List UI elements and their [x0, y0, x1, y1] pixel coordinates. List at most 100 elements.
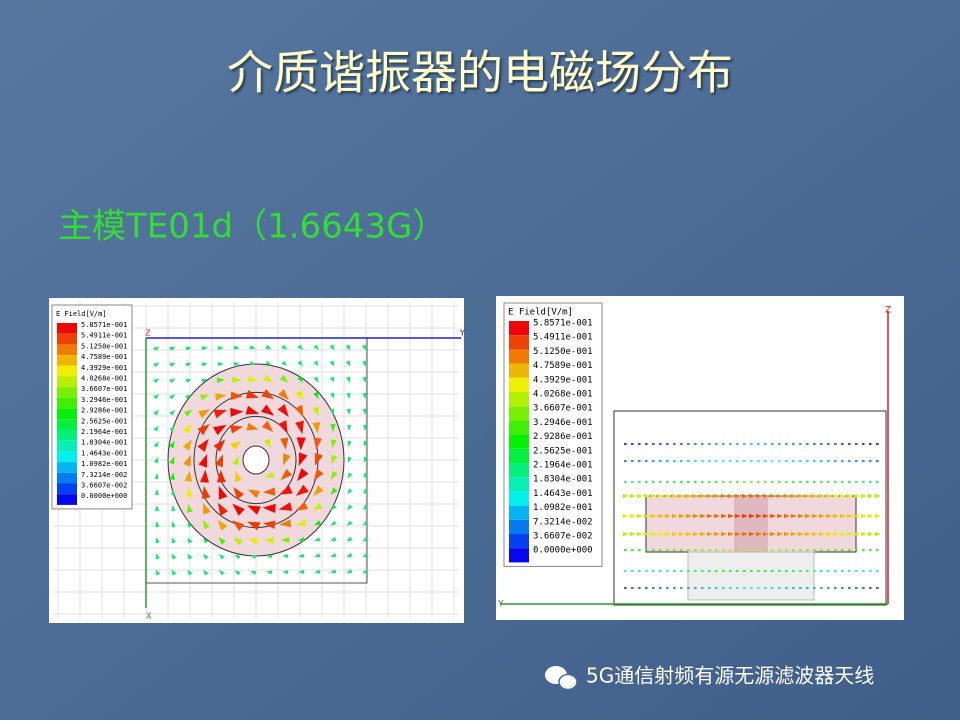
field-arrow	[314, 452, 324, 466]
field-arrow	[854, 513, 860, 519]
field-arrow	[799, 480, 803, 484]
field-arrow	[813, 586, 817, 590]
field-arrow	[764, 480, 768, 484]
field-arrow	[756, 493, 762, 499]
legend-label: 5.8571e-001	[81, 321, 127, 329]
field-arrow	[770, 493, 776, 499]
field-arrow	[217, 519, 228, 531]
field-arrow	[230, 391, 244, 400]
field-arrow	[827, 459, 831, 463]
field-arrow	[721, 513, 727, 519]
field-arrow	[784, 531, 790, 537]
field-arrow	[247, 521, 261, 531]
legend-label: 5.8571e-001	[533, 319, 593, 329]
field-arrow	[792, 569, 796, 573]
field-arrow	[848, 569, 852, 573]
legend-swatch	[509, 534, 529, 549]
field-arrow	[736, 459, 740, 463]
field-arrow	[170, 489, 176, 495]
field-arrow	[854, 493, 860, 499]
field-arrow	[347, 425, 352, 431]
field-arrow	[294, 404, 304, 418]
legend-label: 2.9286e-001	[81, 407, 127, 415]
legend-label: 5.4911e-001	[81, 332, 127, 340]
field-arrow	[346, 520, 353, 526]
field-arrow	[743, 480, 747, 484]
field-arrow	[735, 493, 741, 499]
field-arrow	[798, 513, 804, 519]
field-arrow	[362, 409, 367, 415]
field-arrow	[700, 531, 706, 537]
field-arrow	[153, 378, 160, 384]
field-arrow	[659, 480, 663, 484]
field-arrow	[232, 503, 245, 516]
field-arrow	[314, 569, 321, 574]
field-arrow	[313, 485, 324, 496]
field-arrow	[250, 554, 257, 559]
field-arrow	[281, 344, 288, 350]
field-arrow	[673, 548, 677, 552]
field-arrow	[155, 505, 160, 512]
field-arrow	[777, 513, 783, 519]
field-arrow	[624, 586, 628, 590]
field-arrow	[694, 442, 698, 446]
field-arrow	[679, 531, 685, 537]
field-arrow	[185, 487, 193, 498]
field-arrow	[665, 531, 671, 537]
field-arrow	[245, 390, 259, 399]
legend-label: 4.3929e-001	[533, 375, 593, 385]
field-arrow	[771, 459, 775, 463]
field-arrow	[701, 569, 705, 573]
field-arrow	[666, 548, 670, 552]
field-arrow	[201, 378, 208, 383]
field-arrow	[820, 480, 824, 484]
field-arrow	[651, 493, 657, 499]
legend-label: 0.0000e+000	[81, 492, 127, 500]
field-arrow	[624, 569, 628, 573]
field-arrow	[266, 570, 273, 575]
field-arrow	[652, 459, 656, 463]
field-arrow	[154, 473, 159, 480]
legend-swatch	[57, 451, 77, 463]
field-arrow	[631, 586, 635, 590]
field-arrow	[729, 569, 733, 573]
field-arrow	[346, 408, 351, 415]
field-arrow	[673, 459, 677, 463]
legend-swatch	[509, 477, 529, 492]
field-arrow	[792, 586, 796, 590]
field-arrow	[806, 459, 810, 463]
field-arrow	[203, 553, 209, 560]
legend-label: 1.0982e-001	[533, 503, 593, 513]
field-arrow	[742, 531, 748, 537]
field-arrow	[298, 553, 305, 558]
field-arrow	[624, 459, 628, 463]
field-arrow	[203, 569, 209, 576]
field-arrow	[658, 513, 664, 519]
field-arrow	[820, 548, 824, 552]
field-arrow	[218, 554, 225, 560]
field-arrow	[729, 480, 733, 484]
legend-swatch	[509, 349, 529, 364]
field-arrow	[771, 548, 775, 552]
legend-label: 3.6607e-001	[81, 385, 127, 393]
field-arrow	[638, 548, 642, 552]
legend-swatch	[57, 355, 77, 366]
field-arrow	[777, 493, 783, 499]
field-arrow	[313, 502, 323, 511]
field-arrow	[187, 521, 192, 528]
field-arrow	[770, 513, 776, 519]
field-arrow	[847, 493, 853, 499]
field-arrow	[722, 459, 726, 463]
legend-label: 3.6607e-001	[533, 404, 593, 414]
field-arrow	[875, 493, 881, 499]
field-arrow	[680, 480, 684, 484]
field-arrow	[362, 552, 369, 558]
field-arrow	[346, 536, 353, 542]
field-arrow	[763, 493, 769, 499]
field-arrow	[721, 531, 727, 537]
field-arrow	[330, 520, 337, 526]
field-arrow	[806, 569, 810, 573]
legend-swatch	[509, 392, 529, 407]
field-arrow	[644, 531, 650, 537]
field-arrow	[792, 459, 796, 463]
